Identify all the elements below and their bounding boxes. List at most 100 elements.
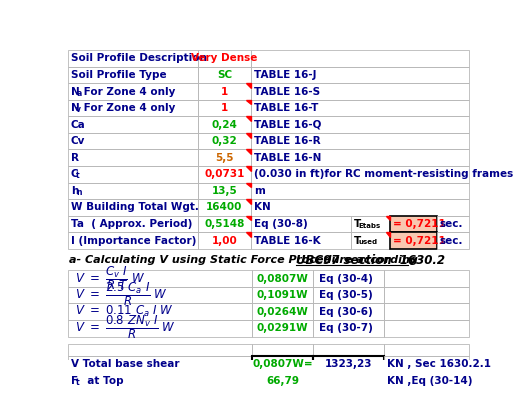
Bar bbox=[68, 50, 198, 67]
Bar bbox=[384, 287, 470, 303]
Bar bbox=[313, 373, 384, 389]
Text: KN , Sec 1630.2.1: KN , Sec 1630.2.1 bbox=[387, 360, 491, 369]
Text: n: n bbox=[77, 188, 82, 197]
Text: For Zone 4 only: For Zone 4 only bbox=[80, 87, 176, 96]
Text: TABLE 16-R: TABLE 16-R bbox=[254, 136, 321, 146]
Bar bbox=[68, 149, 198, 166]
Text: sec.: sec. bbox=[439, 236, 463, 245]
Text: 1,00: 1,00 bbox=[212, 236, 237, 245]
Bar bbox=[198, 183, 250, 199]
Text: TABLE 16-N: TABLE 16-N bbox=[254, 153, 321, 163]
Text: 5,5: 5,5 bbox=[215, 153, 234, 163]
Bar bbox=[198, 149, 250, 166]
Text: at Top: at Top bbox=[80, 376, 124, 386]
Text: Eq (30-8): Eq (30-8) bbox=[254, 219, 308, 229]
Bar bbox=[252, 287, 313, 303]
Bar bbox=[250, 149, 470, 166]
Bar bbox=[384, 373, 470, 389]
Bar bbox=[68, 373, 252, 389]
Text: $V \ = \ \dfrac{2.5 \ C_a \ I}{R} \ W$: $V \ = \ \dfrac{2.5 \ C_a \ I}{R} \ W$ bbox=[75, 281, 168, 308]
Text: 0,1091W: 0,1091W bbox=[257, 290, 308, 300]
Bar bbox=[68, 67, 198, 83]
Bar bbox=[250, 216, 352, 232]
Bar bbox=[68, 166, 198, 183]
Text: 0,0731: 0,0731 bbox=[204, 169, 245, 179]
Bar bbox=[198, 232, 250, 249]
Polygon shape bbox=[246, 149, 250, 154]
Bar bbox=[384, 344, 470, 356]
Bar bbox=[198, 100, 250, 116]
Text: 0,0807W=: 0,0807W= bbox=[252, 360, 313, 369]
Text: T: T bbox=[354, 236, 361, 245]
Text: Eq (30-4): Eq (30-4) bbox=[319, 274, 373, 284]
Text: a- Calculating V using Static Force Procedure according: a- Calculating V using Static Force Proc… bbox=[69, 256, 422, 265]
Text: TABLE 16-J: TABLE 16-J bbox=[254, 70, 316, 80]
Text: 1: 1 bbox=[221, 103, 228, 113]
Bar bbox=[68, 216, 198, 232]
Bar bbox=[250, 67, 470, 83]
Bar bbox=[68, 344, 252, 356]
Text: KN ,Eq (30-14): KN ,Eq (30-14) bbox=[387, 376, 473, 386]
Bar bbox=[198, 166, 250, 183]
Bar bbox=[198, 50, 250, 67]
Bar bbox=[250, 166, 470, 183]
Text: Ca: Ca bbox=[71, 119, 86, 130]
Text: TABLE 16-K: TABLE 16-K bbox=[254, 236, 321, 245]
Text: W Building Total Wgt.: W Building Total Wgt. bbox=[71, 202, 199, 212]
Bar bbox=[68, 116, 198, 133]
Bar bbox=[250, 50, 470, 67]
Bar bbox=[313, 270, 384, 287]
Bar bbox=[250, 183, 470, 199]
Text: 1323,23: 1323,23 bbox=[325, 360, 372, 369]
Bar bbox=[68, 100, 198, 116]
Text: $V \ = \ 0.11 \ C_a \ I \ W$: $V \ = \ 0.11 \ C_a \ I \ W$ bbox=[75, 304, 173, 319]
Polygon shape bbox=[246, 232, 250, 237]
Text: 0,0291W: 0,0291W bbox=[257, 323, 308, 333]
Text: F: F bbox=[71, 376, 78, 386]
Bar bbox=[252, 320, 313, 337]
Text: v: v bbox=[77, 105, 81, 114]
Polygon shape bbox=[246, 183, 250, 187]
Text: Soil Profile Type: Soil Profile Type bbox=[71, 70, 167, 80]
Bar bbox=[250, 199, 470, 216]
Text: m: m bbox=[254, 186, 265, 196]
Text: :: : bbox=[408, 254, 413, 267]
Polygon shape bbox=[246, 100, 250, 104]
Text: $V \ = \ \dfrac{C_v \ I}{R \ T} \ W$: $V \ = \ \dfrac{C_v \ I}{R \ T} \ W$ bbox=[75, 264, 145, 292]
Bar bbox=[390, 216, 436, 232]
Polygon shape bbox=[248, 373, 252, 377]
Text: t: t bbox=[77, 171, 80, 180]
Bar bbox=[198, 116, 250, 133]
Text: Eq (30-6): Eq (30-6) bbox=[319, 307, 373, 317]
Polygon shape bbox=[246, 166, 250, 171]
Text: Cv: Cv bbox=[71, 136, 85, 146]
Text: Ta  ( Approx. Period): Ta ( Approx. Period) bbox=[71, 219, 192, 229]
Text: C: C bbox=[71, 169, 79, 179]
Bar bbox=[68, 199, 198, 216]
Text: UBC97 section  1630.2: UBC97 section 1630.2 bbox=[296, 254, 445, 267]
Bar bbox=[68, 303, 252, 320]
Bar bbox=[250, 133, 470, 149]
Bar bbox=[68, 287, 252, 303]
Bar bbox=[68, 183, 198, 199]
Bar bbox=[252, 270, 313, 287]
Text: Eq (30-7): Eq (30-7) bbox=[319, 323, 373, 333]
Text: SC: SC bbox=[217, 70, 232, 80]
Bar bbox=[198, 199, 250, 216]
Text: 0,5148: 0,5148 bbox=[204, 219, 245, 229]
Polygon shape bbox=[246, 83, 250, 88]
Text: $V \ = \ \dfrac{0.8 \ ZN_v \ I}{R} \ W$: $V \ = \ \dfrac{0.8 \ ZN_v \ I}{R} \ W$ bbox=[75, 313, 176, 341]
Text: (0.030 in ft)for RC moment-resisting frames: (0.030 in ft)for RC moment-resisting fra… bbox=[254, 169, 513, 179]
Bar bbox=[198, 216, 250, 232]
Text: = 0,7211: = 0,7211 bbox=[394, 236, 446, 245]
Bar bbox=[313, 344, 384, 356]
Polygon shape bbox=[246, 133, 250, 138]
Text: R: R bbox=[71, 153, 79, 163]
Bar bbox=[384, 320, 470, 337]
Bar bbox=[252, 344, 313, 356]
Bar bbox=[68, 356, 252, 373]
Text: KN: KN bbox=[254, 202, 270, 212]
Bar bbox=[252, 373, 313, 389]
Bar bbox=[68, 270, 252, 287]
Bar bbox=[250, 116, 470, 133]
